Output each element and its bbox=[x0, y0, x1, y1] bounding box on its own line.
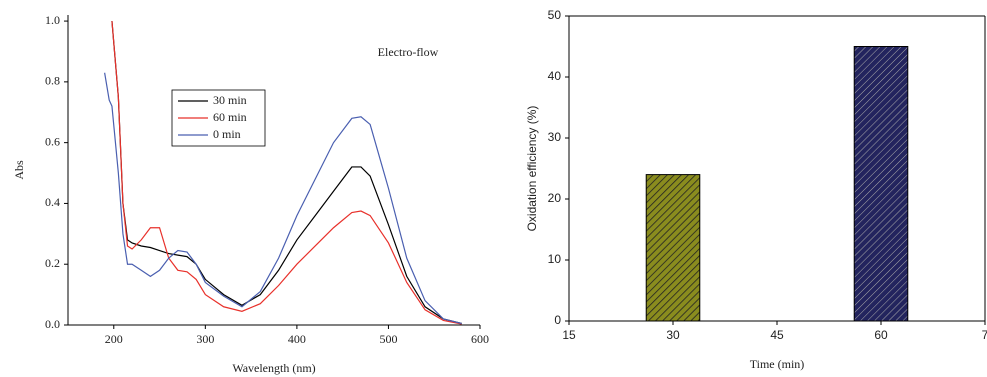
data-line bbox=[104, 72, 462, 325]
x-tick-label: 300 bbox=[196, 332, 214, 346]
y-tick-label: 0.8 bbox=[45, 74, 60, 88]
x-tick-label: 15 bbox=[562, 328, 576, 342]
x-axis-label: Time (min) bbox=[750, 357, 805, 371]
x-tick-label: 200 bbox=[105, 332, 123, 346]
y-axis-label: Abs bbox=[12, 160, 26, 180]
data-line bbox=[111, 21, 462, 325]
x-axis-label: Wavelength (nm) bbox=[232, 361, 315, 375]
x-tick-label: 500 bbox=[379, 332, 397, 346]
x-tick-label: 7 bbox=[982, 328, 987, 342]
x-tick-label: 45 bbox=[770, 328, 784, 342]
y-tick-label: 20 bbox=[548, 191, 562, 205]
x-tick-label: 400 bbox=[288, 332, 306, 346]
y-tick-label: 0.4 bbox=[45, 195, 60, 209]
legend-label: 60 min bbox=[213, 110, 247, 124]
spectra-chart: 30 min 60 min 0 min Electro-flow 200 300 400 50… bbox=[12, 13, 489, 375]
y-tick-label: 30 bbox=[548, 130, 562, 144]
x-tick-label: 30 bbox=[666, 328, 680, 342]
bar bbox=[645, 174, 701, 322]
x-tick-label: 60 bbox=[874, 328, 888, 342]
legend-label: 0 min bbox=[213, 127, 241, 141]
annotation: Electro-flow bbox=[378, 45, 439, 59]
y-tick-label: 50 bbox=[548, 8, 562, 22]
efficiency-chart: 15 30 45 60 7 0 10 20 30 40 50 Time (min) Oxidation … bbox=[525, 8, 987, 371]
y-tick-label: 0.2 bbox=[45, 256, 60, 270]
y-tick-label: 0.6 bbox=[45, 134, 60, 148]
y-tick-label: 40 bbox=[548, 69, 562, 83]
legend-label: 30 min bbox=[213, 93, 247, 107]
y-tick-label: 10 bbox=[548, 252, 562, 266]
x-tick-label: 600 bbox=[471, 332, 489, 346]
y-tick-label: 0 bbox=[554, 313, 561, 327]
y-tick-label: 0.0 bbox=[45, 317, 60, 331]
data-line bbox=[111, 21, 462, 325]
y-axis-label: Oxidation efficiency (%) bbox=[525, 106, 539, 232]
y-tick-label: 1.0 bbox=[45, 13, 60, 27]
bar bbox=[853, 46, 909, 322]
